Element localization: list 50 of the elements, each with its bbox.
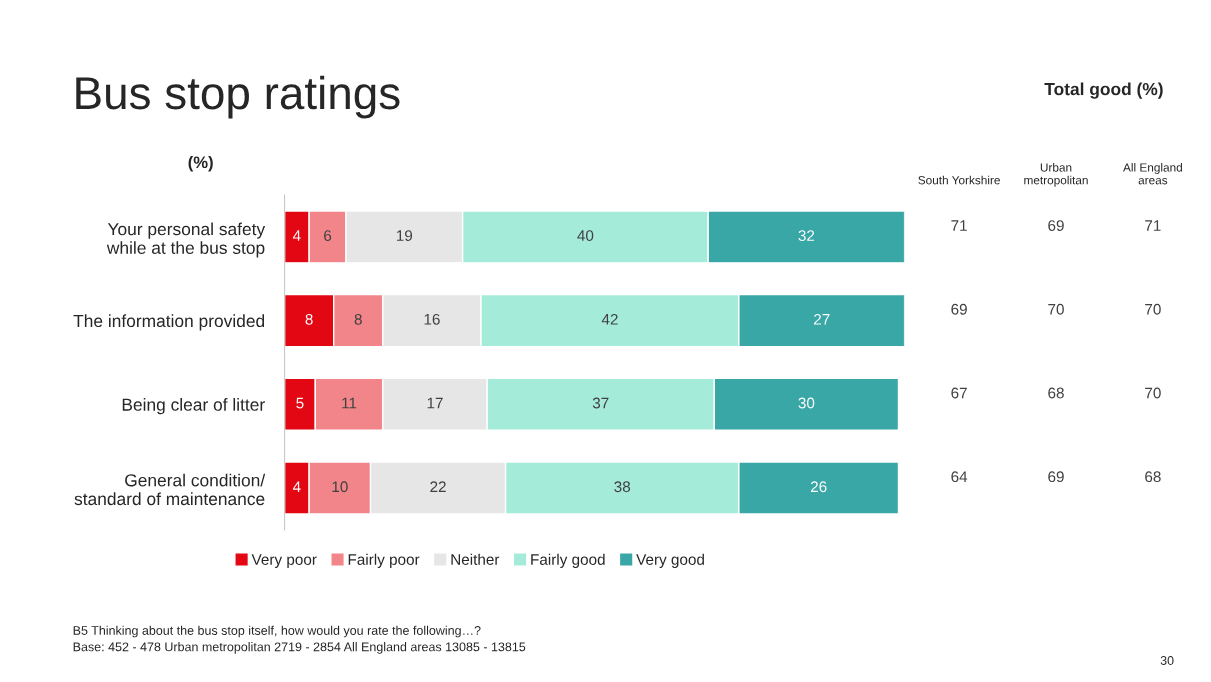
y-tick-label: The information provided: [73, 314, 265, 331]
data-label: 71: [1145, 220, 1161, 231]
text: Base: 452 - 478 Urban metropolitan 2719 - 2854 All England areas 13085 - 13815: [73, 642, 526, 654]
text: B5 Thinking about the bus stop itself, how would you rate the following…?: [73, 625, 481, 638]
x-tick-label: South Yorkshire: [918, 175, 1000, 185]
legend-label: Very good: [636, 553, 704, 568]
data-label: 26: [810, 481, 827, 493]
chart-title: Total good (%): [1044, 82, 1163, 99]
data-label: 68: [1048, 387, 1064, 399]
data-label: 4: [292, 481, 301, 493]
data-label: 32: [798, 230, 815, 242]
y-tick-label: General condition/ standard of maintenance: [74, 473, 266, 506]
data-label: 64: [951, 471, 968, 483]
data-label: 27: [814, 313, 830, 325]
text: 30: [1160, 656, 1174, 665]
chart-title: Bus stop ratings: [76, 75, 400, 119]
data-label: 17: [427, 397, 443, 409]
data-label: 30: [798, 397, 815, 409]
data-label: 6: [324, 230, 332, 242]
data-label: 69: [951, 303, 967, 315]
data-label: 42: [601, 313, 618, 325]
data-label: 68: [1145, 471, 1161, 483]
data-label: 37: [592, 397, 609, 409]
y-tick-label: Being clear of litter: [122, 398, 265, 415]
y-tick-label: Your personal safety while at the bus stop: [106, 222, 266, 258]
data-label: 67: [951, 387, 967, 399]
data-label: 71: [951, 220, 967, 231]
data-label: 10: [332, 481, 348, 493]
data-label: 69: [1048, 220, 1064, 231]
data-label: 69: [1048, 471, 1064, 483]
data-label: 22: [430, 481, 446, 493]
data-label: 11: [342, 397, 357, 409]
data-label: 38: [614, 481, 631, 493]
data-label: 16: [424, 313, 440, 325]
data-label: 70: [1048, 303, 1064, 315]
text: (%): [188, 155, 213, 172]
data-label: 70: [1145, 303, 1161, 315]
legend-label: Fairly good: [531, 553, 605, 568]
legend-label: Very poor: [251, 554, 317, 568]
data-label: 4: [292, 230, 301, 241]
data-label: 70: [1145, 387, 1161, 399]
data-label: 19: [396, 230, 413, 242]
legend-label: Fairly poor: [348, 553, 420, 568]
data-label: 8: [305, 313, 313, 325]
x-tick-label: Urban metropolitan: [1024, 163, 1088, 187]
data-label: 5: [296, 397, 304, 409]
data-label: 40: [577, 230, 594, 242]
x-tick-label: All England areas: [1123, 163, 1182, 185]
data-label: 8: [354, 313, 362, 325]
legend-label: Neither: [451, 553, 500, 565]
